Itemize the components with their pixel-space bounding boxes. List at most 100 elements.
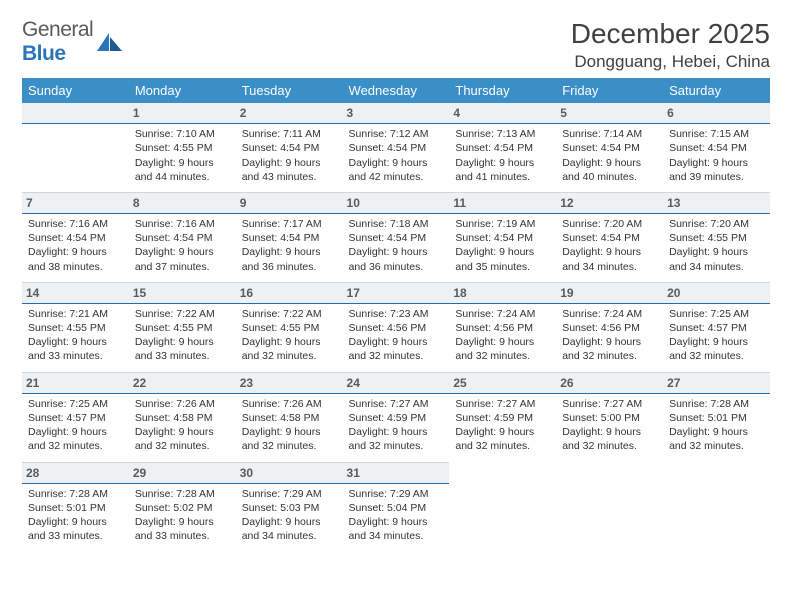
sunrise-line: Sunrise: 7:28 AM bbox=[28, 487, 123, 501]
sunset-line: Sunset: 4:56 PM bbox=[455, 321, 550, 335]
sunrise-line: Sunrise: 7:16 AM bbox=[135, 217, 230, 231]
calendar-day-cell: 31Sunrise: 7:29 AMSunset: 5:04 PMDayligh… bbox=[343, 462, 450, 552]
day-number: 6 bbox=[663, 103, 770, 124]
sunrise-line: Sunrise: 7:14 AM bbox=[562, 127, 657, 141]
daylight-line: Daylight: 9 hours bbox=[135, 335, 230, 349]
sunset-line: Sunset: 4:54 PM bbox=[242, 231, 337, 245]
daylight-line: Daylight: 9 hours bbox=[562, 335, 657, 349]
calendar-day-cell: 21Sunrise: 7:25 AMSunset: 4:57 PMDayligh… bbox=[22, 372, 129, 462]
daylight-line: and 34 minutes. bbox=[562, 260, 657, 274]
sunset-line: Sunset: 5:03 PM bbox=[242, 501, 337, 515]
day-number bbox=[22, 103, 129, 124]
daylight-line: Daylight: 9 hours bbox=[455, 156, 550, 170]
page-header: General Blue December 2025 Dongguang, He… bbox=[22, 18, 770, 72]
month-title: December 2025 bbox=[571, 18, 770, 50]
sunset-line: Sunset: 4:54 PM bbox=[669, 141, 764, 155]
day-number: 29 bbox=[129, 462, 236, 484]
daylight-line: Daylight: 9 hours bbox=[349, 245, 444, 259]
daylight-line: Daylight: 9 hours bbox=[28, 245, 123, 259]
daylight-line: and 32 minutes. bbox=[562, 349, 657, 363]
sunrise-line: Sunrise: 7:17 AM bbox=[242, 217, 337, 231]
calendar-day-cell: 23Sunrise: 7:26 AMSunset: 4:58 PMDayligh… bbox=[236, 372, 343, 462]
sunrise-line: Sunrise: 7:26 AM bbox=[135, 397, 230, 411]
day-number: 31 bbox=[343, 462, 450, 484]
calendar-day-cell: 18Sunrise: 7:24 AMSunset: 4:56 PMDayligh… bbox=[449, 282, 556, 372]
sunrise-line: Sunrise: 7:27 AM bbox=[562, 397, 657, 411]
calendar-day-cell: 2 Sunrise: 7:11 AMSunset: 4:54 PMDaylight… bbox=[236, 103, 343, 192]
weekday-header: Thursday bbox=[449, 78, 556, 103]
sunset-line: Sunset: 4:57 PM bbox=[28, 411, 123, 425]
daylight-line: Daylight: 9 hours bbox=[349, 515, 444, 529]
daylight-line: and 32 minutes. bbox=[455, 349, 550, 363]
sunset-line: Sunset: 4:54 PM bbox=[562, 141, 657, 155]
sunrise-line: Sunrise: 7:20 AM bbox=[669, 217, 764, 231]
sunset-line: Sunset: 4:55 PM bbox=[135, 141, 230, 155]
daylight-line: and 33 minutes. bbox=[28, 529, 123, 543]
daylight-line: Daylight: 9 hours bbox=[669, 335, 764, 349]
sunset-line: Sunset: 4:59 PM bbox=[455, 411, 550, 425]
sunrise-line: Sunrise: 7:24 AM bbox=[562, 307, 657, 321]
daylight-line: and 32 minutes. bbox=[28, 439, 123, 453]
weekday-header: Sunday bbox=[22, 78, 129, 103]
daylight-line: and 32 minutes. bbox=[242, 439, 337, 453]
daylight-line: Daylight: 9 hours bbox=[28, 425, 123, 439]
calendar-day-cell: 17Sunrise: 7:23 AMSunset: 4:56 PMDayligh… bbox=[343, 282, 450, 372]
calendar-day-cell: 16Sunrise: 7:22 AMSunset: 4:55 PMDayligh… bbox=[236, 282, 343, 372]
day-number: 8 bbox=[129, 192, 236, 214]
day-number: 5 bbox=[556, 103, 663, 124]
calendar-week-row: 28Sunrise: 7:28 AMSunset: 5:01 PMDayligh… bbox=[22, 462, 770, 552]
weekday-header: Wednesday bbox=[343, 78, 450, 103]
sunset-line: Sunset: 4:54 PM bbox=[28, 231, 123, 245]
calendar-day-cell: 20Sunrise: 7:25 AMSunset: 4:57 PMDayligh… bbox=[663, 282, 770, 372]
daylight-line: and 33 minutes. bbox=[135, 349, 230, 363]
sunset-line: Sunset: 4:55 PM bbox=[28, 321, 123, 335]
daylight-line: Daylight: 9 hours bbox=[669, 156, 764, 170]
sunset-line: Sunset: 4:54 PM bbox=[242, 141, 337, 155]
daylight-line: and 34 minutes. bbox=[669, 260, 764, 274]
day-number: 15 bbox=[129, 282, 236, 304]
sail-icon bbox=[97, 31, 123, 53]
daylight-line: Daylight: 9 hours bbox=[135, 425, 230, 439]
calendar-day-cell: 6Sunrise: 7:15 AMSunset: 4:54 PMDaylight… bbox=[663, 103, 770, 192]
day-number: 1 bbox=[129, 103, 236, 124]
daylight-line: and 32 minutes. bbox=[455, 439, 550, 453]
daylight-line: and 39 minutes. bbox=[669, 170, 764, 184]
day-number: 16 bbox=[236, 282, 343, 304]
daylight-line: and 34 minutes. bbox=[349, 529, 444, 543]
day-number: 14 bbox=[22, 282, 129, 304]
sunset-line: Sunset: 4:54 PM bbox=[135, 231, 230, 245]
sunrise-line: Sunrise: 7:22 AM bbox=[135, 307, 230, 321]
calendar-day-cell bbox=[449, 462, 556, 552]
sunrise-line: Sunrise: 7:23 AM bbox=[349, 307, 444, 321]
sunset-line: Sunset: 4:54 PM bbox=[455, 141, 550, 155]
day-number: 2 bbox=[236, 103, 343, 124]
sunset-line: Sunset: 4:55 PM bbox=[135, 321, 230, 335]
sunrise-line: Sunrise: 7:27 AM bbox=[349, 397, 444, 411]
calendar-day-cell: 12Sunrise: 7:20 AMSunset: 4:54 PMDayligh… bbox=[556, 192, 663, 282]
day-number: 19 bbox=[556, 282, 663, 304]
sunset-line: Sunset: 5:01 PM bbox=[28, 501, 123, 515]
daylight-line: Daylight: 9 hours bbox=[242, 156, 337, 170]
daylight-line: and 34 minutes. bbox=[242, 529, 337, 543]
daylight-line: and 36 minutes. bbox=[242, 260, 337, 274]
location-label: Dongguang, Hebei, China bbox=[571, 52, 770, 72]
weekday-header: Monday bbox=[129, 78, 236, 103]
sunrise-line: Sunrise: 7:28 AM bbox=[669, 397, 764, 411]
daylight-line: Daylight: 9 hours bbox=[242, 425, 337, 439]
calendar-day-cell: 25Sunrise: 7:27 AMSunset: 4:59 PMDayligh… bbox=[449, 372, 556, 462]
weekday-header: Tuesday bbox=[236, 78, 343, 103]
calendar-day-cell: 5Sunrise: 7:14 AMSunset: 4:54 PMDaylight… bbox=[556, 103, 663, 192]
sunrise-line: Sunrise: 7:29 AM bbox=[242, 487, 337, 501]
daylight-line: Daylight: 9 hours bbox=[562, 425, 657, 439]
sunset-line: Sunset: 5:00 PM bbox=[562, 411, 657, 425]
calendar-day-cell: 7Sunrise: 7:16 AMSunset: 4:54 PMDaylight… bbox=[22, 192, 129, 282]
daylight-line: Daylight: 9 hours bbox=[28, 515, 123, 529]
day-number: 23 bbox=[236, 372, 343, 394]
calendar-day-cell: 8Sunrise: 7:16 AMSunset: 4:54 PMDaylight… bbox=[129, 192, 236, 282]
daylight-line: Daylight: 9 hours bbox=[669, 245, 764, 259]
sunrise-line: Sunrise: 7:11 AM bbox=[242, 127, 337, 141]
calendar-table: SundayMondayTuesdayWednesdayThursdayFrid… bbox=[22, 78, 770, 551]
sunrise-line: Sunrise: 7:16 AM bbox=[28, 217, 123, 231]
daylight-line: Daylight: 9 hours bbox=[349, 156, 444, 170]
daylight-line: Daylight: 9 hours bbox=[455, 425, 550, 439]
